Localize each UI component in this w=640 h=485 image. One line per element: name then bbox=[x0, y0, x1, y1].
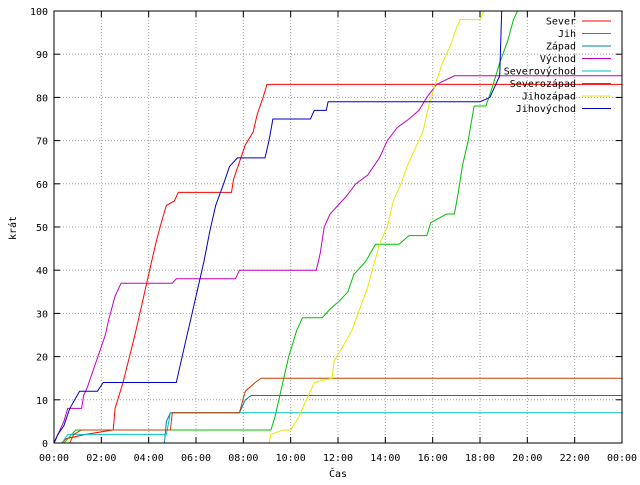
legend: SeverJihZápadVýchodSeverovýchodSeverozáp… bbox=[504, 17, 611, 115]
legend-entry: Jih bbox=[558, 29, 611, 40]
legend-label: Severovýchod bbox=[504, 66, 576, 78]
x-tick-label: 02:00 bbox=[86, 453, 116, 464]
series-line-7 bbox=[53, 10, 503, 444]
series-line-3 bbox=[53, 75, 622, 444]
series-line-6 bbox=[54, 10, 485, 444]
x-tick-label: 14:00 bbox=[370, 453, 400, 464]
legend-entry: Severozápad bbox=[510, 78, 611, 90]
legend-label: Severozápad bbox=[510, 78, 576, 90]
legend-label: Sever bbox=[546, 17, 576, 28]
axis-ticks: 00:00 02:00 04:00 06:00 08:00 10:00 12:00 14:00… bbox=[30, 7, 637, 464]
x-tick-label: 08:00 bbox=[228, 453, 258, 464]
series-line-0 bbox=[54, 83, 622, 444]
y-tick-label: 30 bbox=[36, 309, 48, 320]
legend-entry: Jihozápad bbox=[522, 91, 611, 103]
x-tick-label: 06:00 bbox=[181, 453, 211, 464]
y-tick-label: 10 bbox=[36, 396, 48, 407]
legend-entry: Jihovýchod bbox=[516, 103, 611, 115]
y-tick-label: 20 bbox=[36, 353, 48, 364]
y-tick-label: 0 bbox=[42, 439, 48, 450]
y-tick-label: 40 bbox=[36, 266, 48, 277]
legend-label: Západ bbox=[546, 41, 576, 53]
grid bbox=[54, 11, 622, 443]
x-tick-label: 12:00 bbox=[323, 453, 353, 464]
y-axis-label: krát bbox=[7, 216, 19, 240]
legend-label: Jihozápad bbox=[522, 91, 576, 103]
x-tick-label: 00:00 bbox=[39, 453, 69, 464]
legend-entry: Severovýchod bbox=[504, 66, 611, 78]
legend-label: Východ bbox=[540, 53, 576, 65]
y-tick-label: 80 bbox=[36, 93, 48, 104]
legend-entry: Východ bbox=[540, 53, 611, 65]
y-tick-label: 50 bbox=[36, 223, 48, 234]
legend-entry: Sever bbox=[546, 17, 611, 28]
y-tick-label: 100 bbox=[30, 7, 48, 18]
y-tick-label: 60 bbox=[36, 180, 48, 191]
x-tick-label: 00:00 bbox=[607, 453, 637, 464]
legend-label: Jih bbox=[558, 29, 576, 40]
x-axis-label: Čas bbox=[329, 467, 347, 480]
x-tick-label: 18:00 bbox=[465, 453, 495, 464]
x-tick-label: 04:00 bbox=[134, 453, 164, 464]
y-tick-label: 70 bbox=[36, 137, 48, 148]
legend-label: Jihovýchod bbox=[516, 103, 576, 115]
y-tick-label: 90 bbox=[36, 50, 48, 61]
x-tick-label: 16:00 bbox=[418, 453, 448, 464]
x-tick-label: 22:00 bbox=[560, 453, 590, 464]
x-tick-label: 20:00 bbox=[512, 453, 542, 464]
series-line-1 bbox=[54, 10, 518, 444]
series-group bbox=[53, 10, 622, 444]
legend-entry: Západ bbox=[546, 41, 611, 53]
series-line-5 bbox=[54, 377, 622, 444]
x-tick-label: 10:00 bbox=[276, 453, 306, 464]
